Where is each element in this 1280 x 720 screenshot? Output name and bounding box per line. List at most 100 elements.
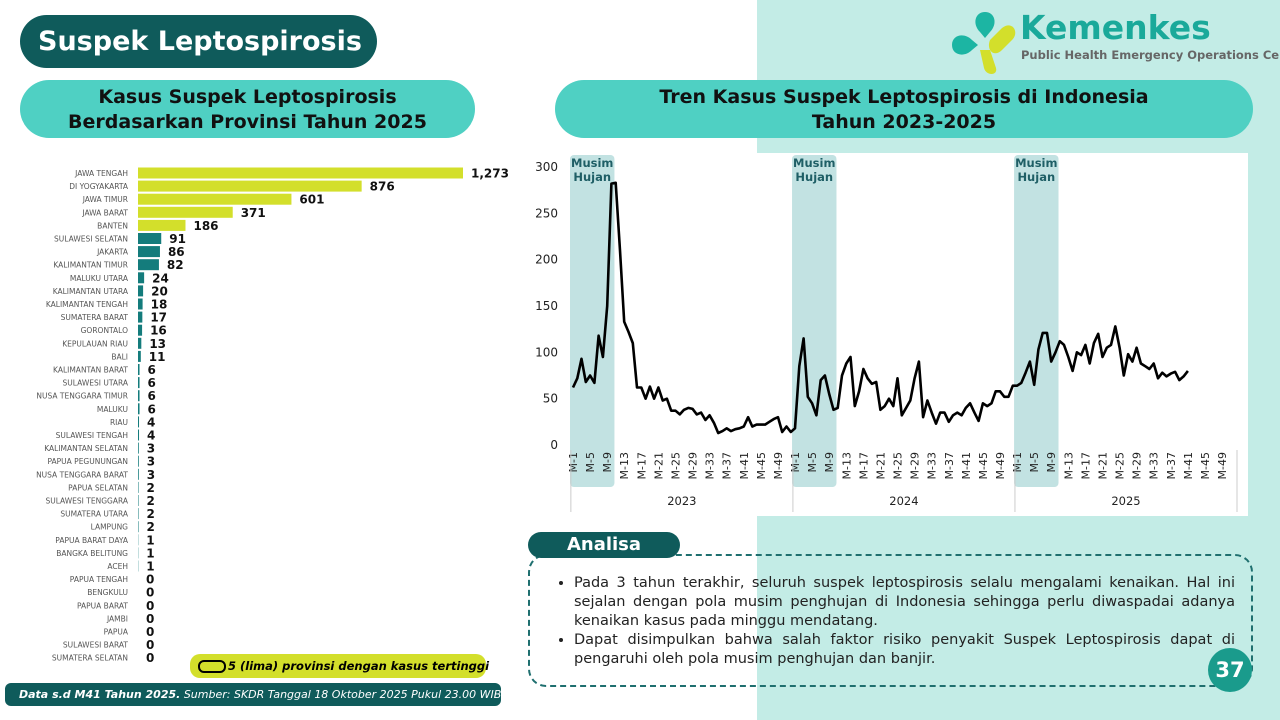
x-tick-label: M-21: [874, 452, 887, 479]
category-label: SULAWESI SELATAN: [54, 235, 128, 244]
x-tick-label: M-41: [1182, 452, 1195, 479]
group-label: 2025: [1111, 494, 1140, 508]
value-label: 2: [147, 481, 155, 495]
logo-name: Kemenkes: [1020, 8, 1211, 47]
x-tick-label: M-9: [823, 452, 836, 472]
title-line: Tahun 2023-2025: [811, 111, 997, 133]
analysis-title-pill: Analisa: [528, 532, 680, 558]
value-label: 1: [146, 546, 154, 560]
x-tick-label: M-37: [943, 452, 956, 479]
category-label: SUMATERA SELATAN: [52, 654, 128, 663]
category-label: PAPUA SELATAN: [68, 483, 128, 492]
x-tick-label: M-25: [892, 452, 905, 479]
x-tick-label: M-13: [840, 452, 853, 479]
footer-bar: Data s.d M41 Tahun 2025. Sumber: SKDR Ta…: [5, 683, 501, 706]
category-label: LAMPUNG: [91, 523, 129, 532]
category-label: ACEH: [107, 562, 128, 571]
shaded-region: [792, 155, 837, 487]
x-tick-label: M-21: [652, 452, 665, 479]
analysis-bullet: Pada 3 tahun terakhir, seluruh suspek le…: [574, 574, 1235, 631]
x-tick-label: M-9: [1045, 452, 1058, 472]
bar: [138, 416, 140, 428]
region-label: Musim: [571, 156, 613, 170]
value-label: 17: [150, 311, 167, 325]
value-label: 1,273: [471, 167, 509, 181]
x-tick-label: M-45: [1199, 452, 1212, 479]
bar: [138, 521, 139, 533]
category-label: RIAU: [110, 418, 128, 427]
x-tick-label: M-13: [1062, 452, 1075, 479]
value-label: 2: [147, 520, 155, 534]
x-tick-label: M-5: [1028, 452, 1041, 472]
x-tick-label: M-49: [1216, 452, 1229, 479]
bar: [138, 272, 145, 284]
y-tick-label: 200: [535, 253, 558, 267]
category-label: KALIMANTAN UTARA: [53, 287, 129, 296]
category-label: BENGKULU: [87, 588, 128, 597]
value-label: 13: [149, 337, 166, 351]
x-tick-label: M-33: [1148, 452, 1161, 479]
category-label: NUSA TENGGARA TIMUR: [36, 392, 128, 401]
trend-line: [571, 181, 1189, 435]
value-label: 11: [149, 350, 166, 364]
value-label: 1: [146, 533, 154, 547]
value-label: 876: [370, 180, 395, 194]
x-tick-label: M-9: [601, 452, 614, 472]
category-label: PAPUA PEGUNUNGAN: [47, 457, 128, 466]
value-label: 82: [167, 258, 184, 272]
page-number: 37: [1208, 648, 1252, 692]
analysis-list: Pada 3 tahun terakhir, seluruh suspek le…: [530, 574, 1235, 669]
x-tick-label: M-37: [721, 452, 734, 479]
x-tick-label: M-17: [857, 452, 870, 479]
value-label: 601: [299, 193, 324, 207]
category-label: GORONTALO: [81, 326, 128, 335]
value-label: 1: [146, 560, 154, 574]
bar: [138, 324, 143, 336]
x-tick-label: M-41: [960, 452, 973, 479]
footer-note: Data s.d M41 Tahun 2025.: [19, 688, 181, 701]
bar: [138, 298, 143, 310]
x-tick-label: M-33: [926, 452, 939, 479]
x-tick-label: M-45: [977, 452, 990, 479]
group-label: 2024: [889, 494, 918, 508]
x-tick-label: M-29: [687, 452, 700, 479]
y-tick-label: 300: [535, 160, 558, 174]
value-label: 0: [146, 586, 154, 600]
x-tick-label: M-49: [772, 452, 785, 479]
y-tick-label: 150: [535, 299, 558, 313]
value-label: 91: [169, 232, 186, 246]
category-label: KALIMANTAN TIMUR: [53, 261, 128, 270]
x-tick-label: M-13: [618, 452, 631, 479]
value-label: 0: [146, 625, 154, 639]
header-title: Suspek Leptospirosis: [38, 26, 362, 57]
bar: [138, 233, 162, 244]
bar: [138, 468, 139, 480]
bar: [138, 364, 140, 375]
bar: [138, 455, 139, 467]
bar: [138, 377, 140, 389]
category-label: PAPUA TENGAH: [70, 575, 128, 584]
value-label: 16: [150, 324, 167, 338]
value-label: 186: [193, 219, 218, 233]
category-label: JAWA TIMUR: [82, 195, 128, 204]
y-tick-label: 250: [535, 206, 558, 220]
x-tick-label: M-21: [1096, 452, 1109, 479]
x-tick-label: M-1: [1011, 452, 1024, 472]
bar: [138, 442, 139, 454]
region-label: Hujan: [1017, 170, 1055, 184]
bar-chart-title: Kasus Suspek Leptospirosis Berdasarkan P…: [20, 80, 475, 138]
value-label: 4: [147, 429, 155, 443]
analysis-bullet: Dapat disimpulkan bahwa salah faktor ris…: [574, 631, 1235, 669]
x-tick-label: M-41: [738, 452, 751, 479]
bar: [138, 508, 139, 520]
legend-label: 5 (lima) provinsi dengan kasus tertinggi: [228, 659, 490, 673]
logo-mark: [952, 12, 1016, 74]
x-tick-label: M-49: [994, 452, 1007, 479]
bar: [138, 311, 143, 323]
footer-source: Sumber: SKDR Tanggal 18 Oktober 2025 Puk…: [183, 688, 502, 701]
x-tick-label: M-17: [1079, 452, 1092, 479]
category-label: SUMATERA UTARA: [60, 510, 129, 519]
title-line: Kasus Suspek Leptospirosis: [98, 86, 397, 108]
category-label: SULAWESI TENGGARA: [45, 497, 128, 506]
